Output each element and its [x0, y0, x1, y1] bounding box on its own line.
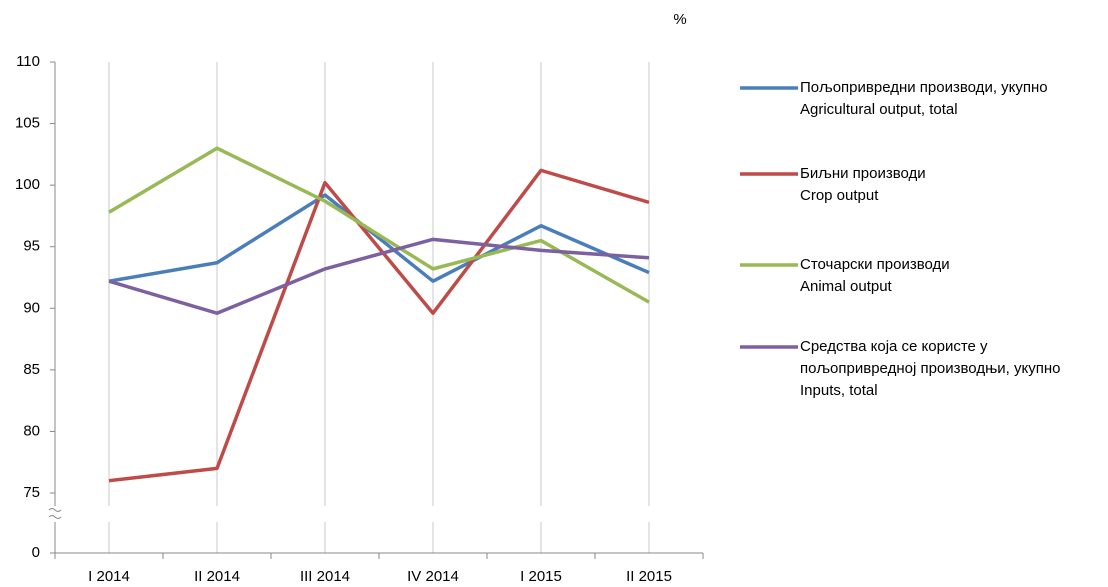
y-tick-label: 90 [23, 299, 40, 316]
y-tick-label: 75 [23, 484, 40, 501]
series-line [108, 237, 650, 315]
y-tick-label: 100 [15, 176, 40, 193]
axis-break [48, 508, 62, 519]
x-tick-label: II 2014 [194, 568, 240, 585]
legend-label: Crop output [800, 187, 879, 204]
legend-label: Сточарски производи [800, 256, 950, 273]
x-tick-label: I 2015 [520, 568, 562, 585]
y-tick-label: 0 [32, 544, 40, 561]
x-tick-label: I 2014 [88, 568, 130, 585]
legend-label: Agricultural output, total [800, 101, 958, 118]
legend-label: Animal output [800, 278, 893, 295]
y-tick-label: 110 [16, 53, 40, 70]
y-tick-label: 80 [23, 422, 40, 439]
y-tick-label: 95 [23, 238, 40, 255]
y-tick-label: 105 [15, 115, 40, 132]
series-line [108, 146, 650, 304]
series-line [108, 193, 650, 283]
unit-label: % [673, 11, 686, 28]
legend-label: Биљни производи [800, 165, 926, 182]
x-tick-label: IV 2014 [407, 568, 459, 585]
legend-label: пољопривредној производњи, укупно [800, 360, 1060, 377]
x-tick-label: II 2015 [626, 568, 672, 585]
series-line [108, 168, 650, 483]
x-tick-label: III 2014 [300, 568, 350, 585]
legend-label: Средства која се користе у [800, 338, 988, 355]
y-tick-label: 85 [23, 361, 40, 378]
legend-label: Inputs, total [800, 382, 878, 399]
legend-label: Пољопривредни производи, укупно [800, 79, 1048, 96]
